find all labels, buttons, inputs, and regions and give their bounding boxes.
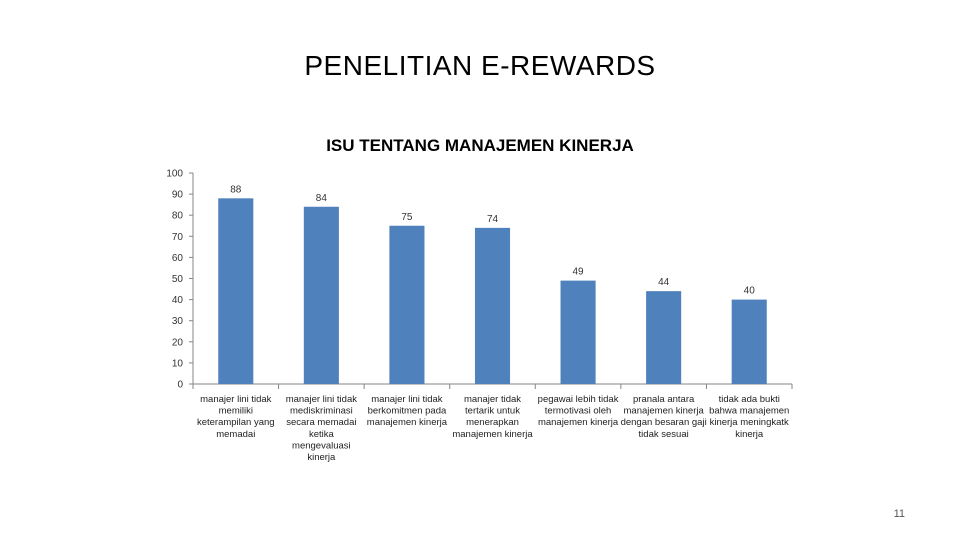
bar-layer xyxy=(218,198,767,384)
y-tick-label: 10 xyxy=(172,358,184,369)
category-label-line: pranala antara xyxy=(633,394,695,405)
category-label-line: dengan besaran gaji xyxy=(621,417,707,428)
category-label-line: manajemen kinerja xyxy=(624,406,705,417)
category-label-line: kinerja xyxy=(735,429,764,440)
y-tick-label: 100 xyxy=(166,169,183,180)
category-label: manajer lini tidak mediskriminasi secara m… xyxy=(286,394,358,463)
category-label: manajer tidak tertarik untuk menerapkan man… xyxy=(452,394,533,440)
data-label: 88 xyxy=(230,184,242,195)
category-label-line: ketika xyxy=(309,429,335,440)
bar xyxy=(646,291,682,384)
bar xyxy=(560,280,596,384)
data-label: 49 xyxy=(573,267,585,278)
category-label: pegawai lebih tidak termotivasi oleh manaj… xyxy=(538,394,619,428)
category-label-line: manajer lini tidak xyxy=(371,394,443,405)
category-label-line: manajer lini tidak xyxy=(200,394,272,405)
y-tick-label: 80 xyxy=(172,211,184,222)
category-label-line: kinerja meningkatk xyxy=(710,417,789,428)
page-number: 11 xyxy=(893,508,905,520)
category-label: tidak ada bukti bahwa manajemen kinerja me… xyxy=(709,394,789,440)
category-label-line: memiliki xyxy=(219,406,253,417)
category-label: manajer lini tidak berkomitmen pada manaje… xyxy=(367,394,448,428)
category-label-line: tertarik untuk xyxy=(465,406,520,417)
y-tick-label: 70 xyxy=(172,232,184,243)
y-tick-label: 20 xyxy=(172,337,184,348)
category-label-line: manajer tidak xyxy=(464,394,521,405)
category-label: pranala antara manajemen kinerja dengan be… xyxy=(621,394,707,440)
y-tick-label: 0 xyxy=(177,380,183,391)
y-tick-label: 50 xyxy=(172,274,184,285)
category-label: manajer lini tidak memiliki keterampilan y… xyxy=(197,394,275,440)
category-label-line: secara memadai xyxy=(286,417,356,428)
category-label-line: manajer lini tidak xyxy=(286,394,358,405)
y-tick-label: 90 xyxy=(172,190,184,201)
slide-title: PENELITIAN E-REWARDS xyxy=(304,50,656,81)
bar xyxy=(218,198,254,384)
bar xyxy=(303,206,339,384)
bar xyxy=(389,225,425,384)
category-label-line: mengevaluasi xyxy=(292,440,351,451)
category-label-line: bahwa manajemen xyxy=(709,406,789,417)
category-label-line: berkomitmen pada xyxy=(368,406,447,417)
y-tick-label: 30 xyxy=(172,316,184,327)
category-label-line: tidak ada bukti xyxy=(719,394,780,405)
category-label-line: manajemen kinerja xyxy=(452,429,533,440)
category-label-line: pegawai lebih tidak xyxy=(538,394,619,405)
y-tick-label: 40 xyxy=(172,295,184,306)
y-tick-label: 60 xyxy=(172,253,184,264)
category-label-line: kinerja xyxy=(307,452,336,463)
data-label: 40 xyxy=(744,286,756,297)
category-label-line: manajemen kinerja xyxy=(367,417,448,428)
data-label: 44 xyxy=(658,277,670,288)
category-label-line: mediskriminasi xyxy=(290,406,353,417)
category-label-line: manajemen kinerja xyxy=(538,417,619,428)
bar xyxy=(731,299,767,384)
data-label: 74 xyxy=(487,214,499,225)
category-label-line: termotivasi oleh xyxy=(545,406,612,417)
chart-title: ISU TENTANG MANAJEMEN KINERJA xyxy=(326,136,634,155)
data-label: 75 xyxy=(401,212,413,223)
category-label-line: keterampilan yang xyxy=(197,417,275,428)
category-label-line: menerapkan xyxy=(466,417,519,428)
bar xyxy=(474,227,511,384)
data-label: 84 xyxy=(316,193,328,204)
category-label-line: memadai xyxy=(216,429,255,440)
category-label-line: tidak sesuai xyxy=(639,429,689,440)
